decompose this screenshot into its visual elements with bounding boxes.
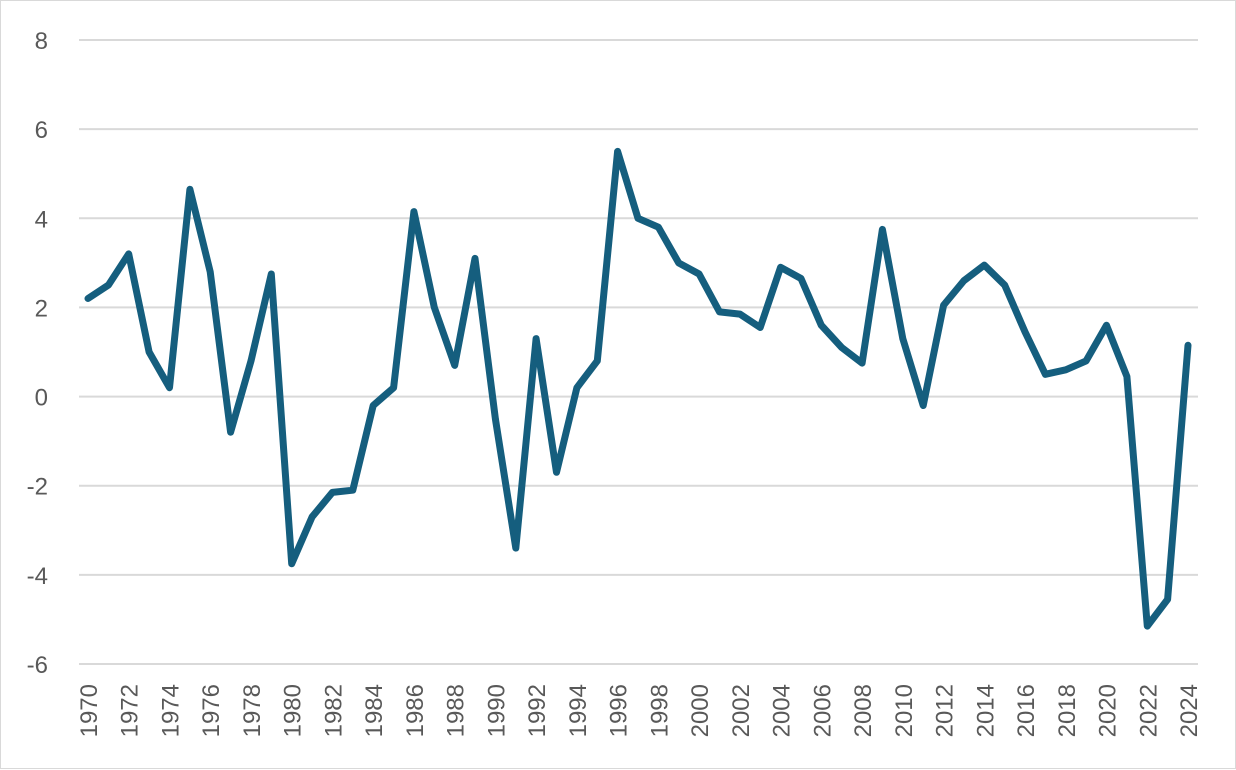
series-layer <box>84 147 1192 630</box>
x-tick-label: 2016 <box>1013 684 1040 737</box>
x-axis-tick-labels: 1970 1972 1974 1976 1978 1980 1982 1984 1986 1988… <box>76 684 1203 737</box>
x-tick-label: 1976 <box>198 684 225 737</box>
x-tick-label: 1982 <box>320 684 347 737</box>
x-tick-label: 1980 <box>280 684 307 737</box>
x-tick-label: 1996 <box>606 684 633 737</box>
x-tick-label: 1978 <box>239 684 266 737</box>
x-tick-label: 1990 <box>483 684 510 737</box>
x-tick-label: 2010 <box>891 684 918 737</box>
y-tick-label: 8 <box>35 28 48 55</box>
x-tick-label: 1992 <box>524 684 551 737</box>
x-tick-label: 2014 <box>972 684 999 737</box>
x-tick-label: 1986 <box>402 684 429 737</box>
x-tick-label: 2006 <box>809 684 836 737</box>
x-tick-label: 2000 <box>687 684 714 737</box>
x-tick-label: 2018 <box>1054 684 1081 737</box>
y-tick-label: 2 <box>35 295 48 322</box>
gridlines <box>79 39 1198 665</box>
x-tick-label: 1972 <box>117 684 144 737</box>
x-tick-label: 2024 <box>1176 684 1203 737</box>
x-tick-label: 1974 <box>157 684 184 737</box>
series-line <box>84 147 1192 630</box>
x-tick-label: 1994 <box>565 684 592 737</box>
x-tick-label: 2012 <box>932 684 959 737</box>
y-tick-label: 4 <box>35 206 48 233</box>
y-axis-tick-labels: 8 6 4 2 0 -2 -4 -6 <box>27 28 48 679</box>
y-tick-label: -4 <box>27 563 48 590</box>
y-tick-label: -2 <box>27 474 48 501</box>
y-tick-label: 0 <box>35 385 48 412</box>
x-tick-label: 1988 <box>443 684 470 737</box>
x-tick-label: 2020 <box>1095 684 1122 737</box>
y-tick-label: 6 <box>35 117 48 144</box>
x-tick-label: 2004 <box>769 684 796 737</box>
x-tick-label: 2002 <box>728 684 755 737</box>
x-tick-label: 1998 <box>646 684 673 737</box>
x-tick-label: 1984 <box>361 684 388 737</box>
x-tick-label: 2008 <box>850 684 877 737</box>
x-tick-label: 2022 <box>1135 684 1162 737</box>
x-tick-label: 1970 <box>76 684 103 737</box>
y-tick-label: -6 <box>27 652 48 679</box>
